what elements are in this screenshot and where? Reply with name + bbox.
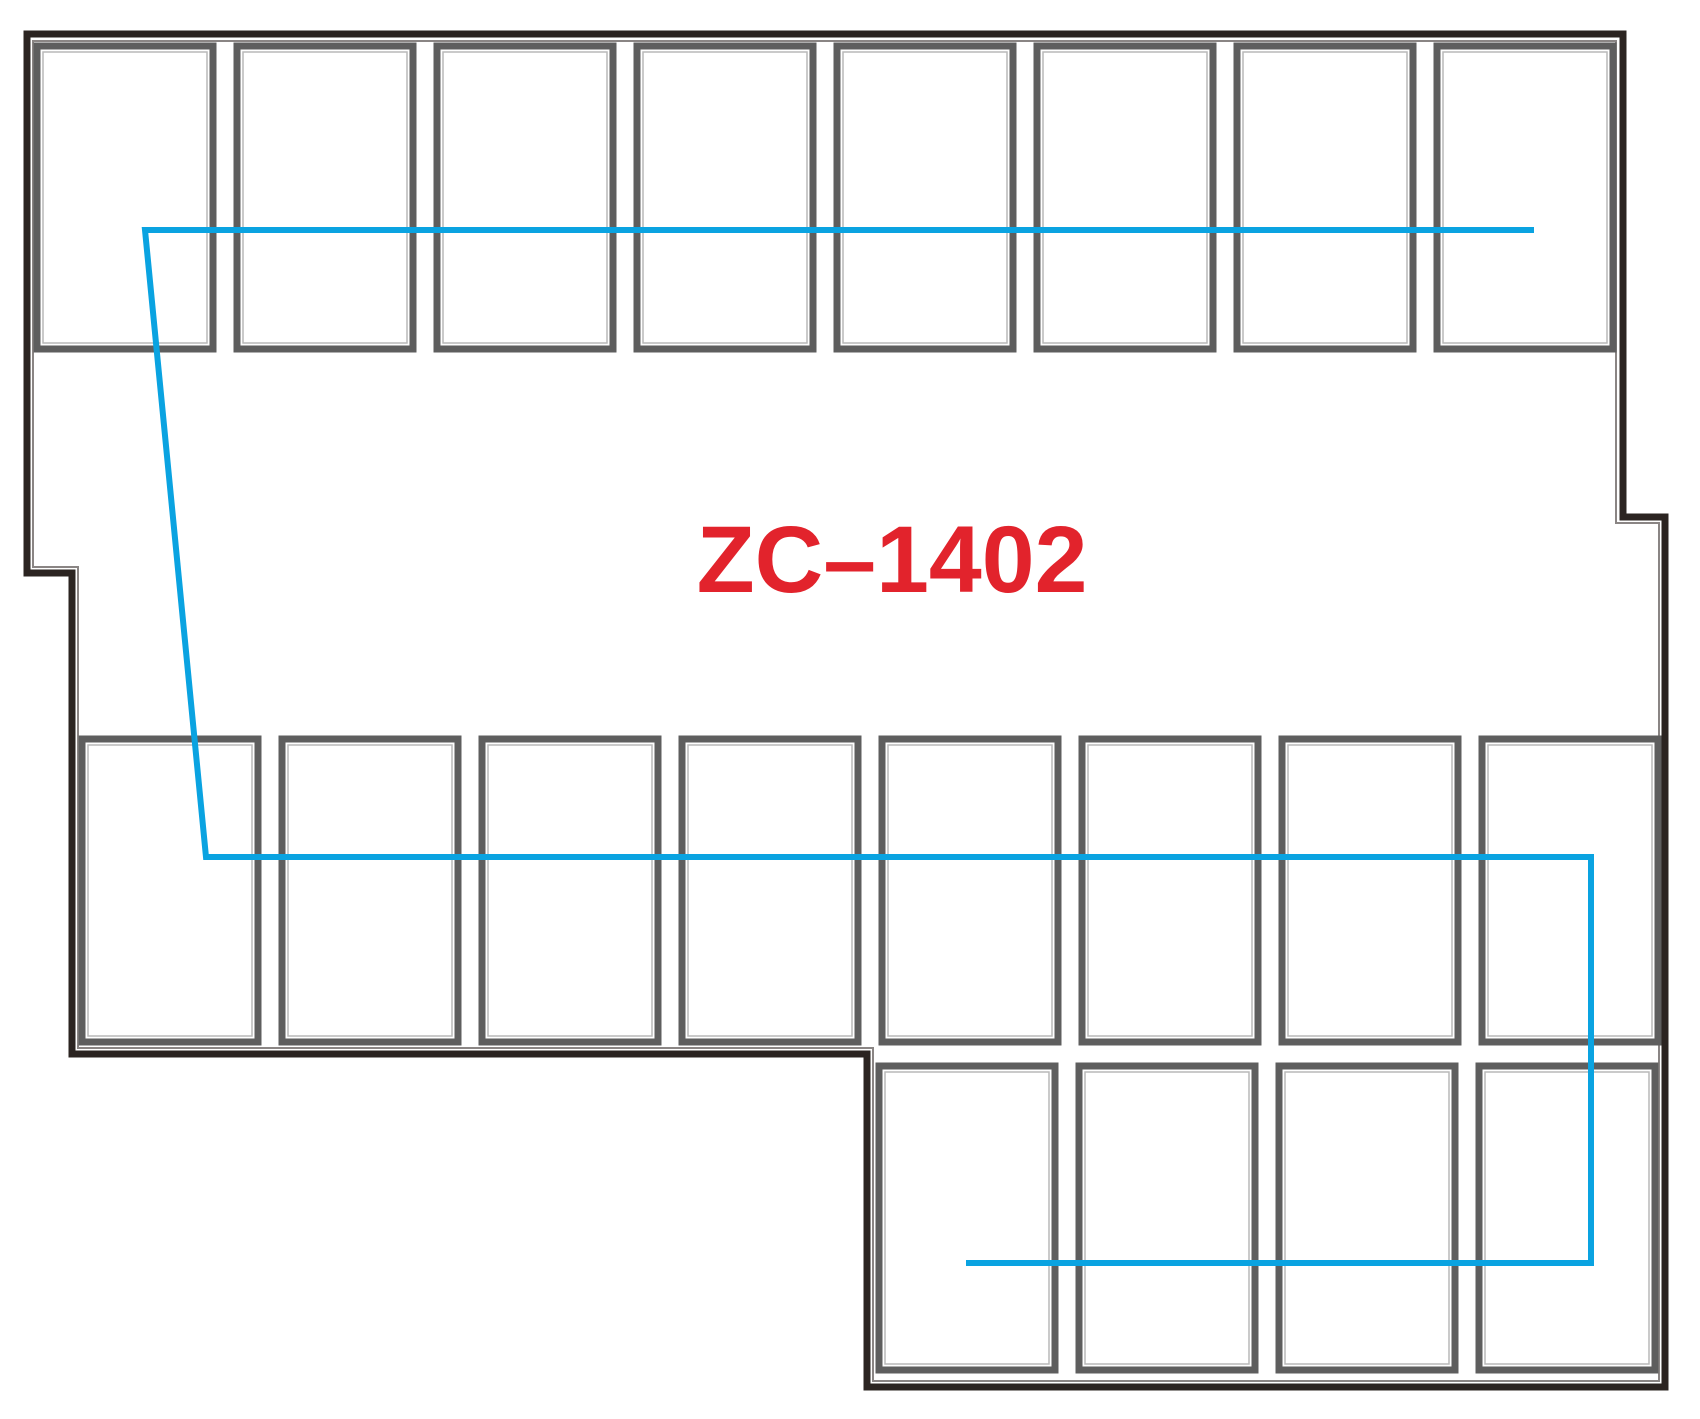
top-row-panel-7 (1233, 42, 1417, 353)
top-row-panel-8 (1433, 42, 1617, 353)
roof-outline-inner (32, 40, 1660, 1382)
bottom-row-panel-1-inner-edge (884, 1071, 1050, 1365)
top-row-panel-7-inner-edge (1242, 51, 1408, 344)
top-row-panel-2 (233, 42, 417, 353)
middle-row-panel-1 (78, 735, 262, 1046)
bottom-row-panel-1 (875, 1062, 1059, 1374)
middle-row-panel-2-inner-edge (287, 744, 453, 1037)
top-row-panel-3 (433, 42, 617, 353)
middle-row-panel-3-inner-edge (487, 744, 653, 1037)
middle-row-panel-4-inner-edge (687, 744, 853, 1037)
string-wiring-path (141, 227, 1594, 1266)
top-row-panel-1 (33, 42, 217, 353)
middle-row-panel-1-inner-edge (87, 744, 253, 1037)
top-row-panel-8-inner-edge (1442, 51, 1608, 344)
bottom-row-panel-2-inner-edge (1084, 1071, 1250, 1365)
top-row-panel-5 (833, 42, 1017, 353)
roof-outline (23, 30, 1669, 1391)
top-row-panel-1-inner-edge (42, 51, 208, 344)
top-row-panel-4-inner-edge (642, 51, 808, 344)
top-row-panel-5-inner-edge (842, 51, 1008, 344)
panel-row-bottom (875, 1062, 1659, 1374)
middle-row-panel-6 (1078, 735, 1262, 1046)
middle-row-panel-7 (1278, 735, 1462, 1046)
top-row-panel-3-inner-edge (442, 51, 608, 344)
middle-row-panel-7-inner-edge (1287, 744, 1453, 1037)
bottom-row-panel-3-inner-edge (1284, 1071, 1450, 1365)
middle-row-panel-4 (678, 735, 862, 1046)
top-row-panel-2-inner-edge (242, 51, 408, 344)
middle-row-panel-5-inner-edge (887, 744, 1053, 1037)
bottom-row-panel-4 (1475, 1062, 1659, 1374)
middle-row-panel-3 (478, 735, 662, 1046)
panel-row-top (33, 42, 1617, 353)
middle-row-panel-2 (278, 735, 462, 1046)
top-row-panel-6 (1033, 42, 1217, 353)
top-row-panel-4 (633, 42, 817, 353)
bottom-row-panel-2 (1075, 1062, 1259, 1374)
bottom-row-panel-3 (1275, 1062, 1459, 1374)
middle-row-panel-8-inner-edge (1487, 744, 1653, 1037)
bottom-row-panel-4-inner-edge (1484, 1071, 1650, 1365)
model-label: ZC–1402 (697, 507, 1088, 613)
middle-row-panel-6-inner-edge (1087, 744, 1253, 1037)
panel-row-middle (78, 735, 1662, 1046)
top-row-panel-6-inner-edge (1042, 51, 1208, 344)
middle-row-panel-8 (1478, 735, 1662, 1046)
middle-row-panel-5 (878, 735, 1062, 1046)
